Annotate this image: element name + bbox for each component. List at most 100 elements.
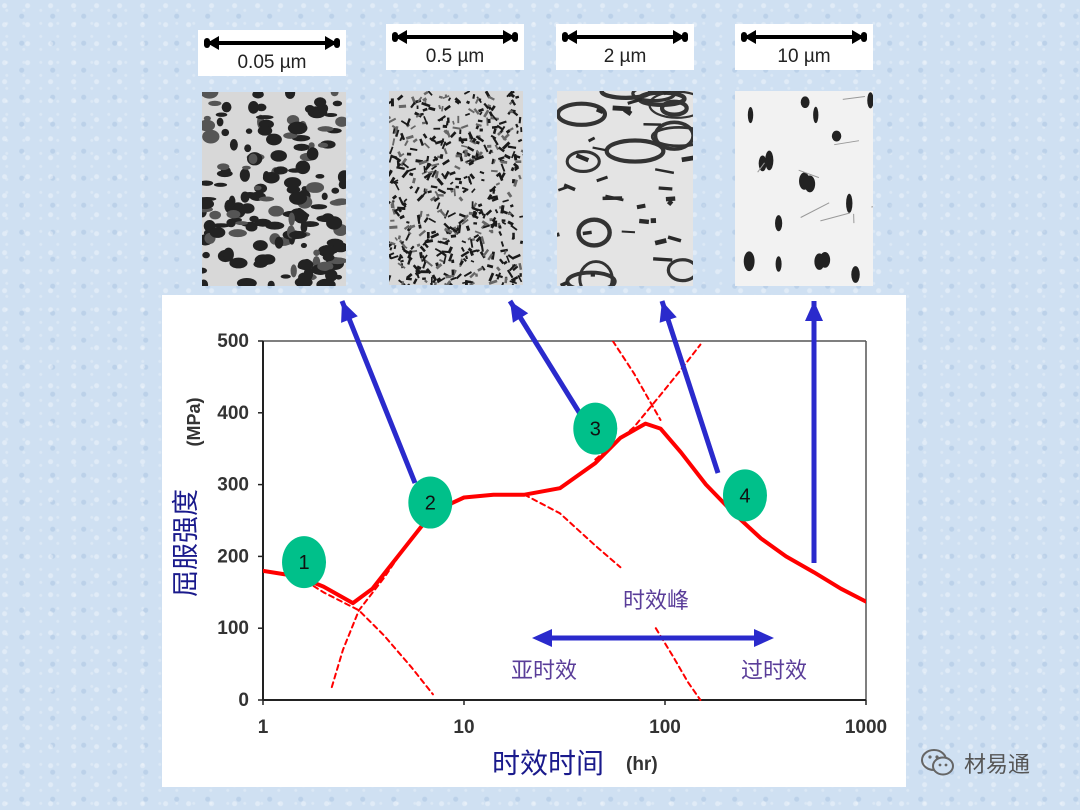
precipitate-needle xyxy=(407,257,412,265)
precipitate-needle xyxy=(389,200,391,205)
precipitate-needle xyxy=(513,179,518,187)
precipitate-blob xyxy=(300,221,320,227)
precipitate-blob xyxy=(248,153,258,165)
precipitate-needle xyxy=(416,243,421,247)
precipitate-blob xyxy=(202,92,219,99)
precipitate-needle xyxy=(406,272,413,280)
precipitate-needle xyxy=(506,269,514,279)
precipitate-needle xyxy=(474,230,482,235)
precipitate-needle xyxy=(491,197,499,202)
precipitate-needle xyxy=(445,280,452,285)
precipitate-needle xyxy=(391,179,399,184)
precipitate-blob xyxy=(249,215,259,223)
precipitate-needle xyxy=(427,91,433,96)
precipitate-needle xyxy=(437,115,447,122)
precipitate-needle xyxy=(495,266,501,272)
precipitate-needle xyxy=(408,224,416,230)
precipitate-needle xyxy=(468,108,475,114)
precipitate-particle xyxy=(765,150,774,171)
precipitate-needle xyxy=(476,249,480,253)
precipitate-needle xyxy=(443,222,451,231)
precipitate-needle xyxy=(495,182,501,186)
precipitate-needle xyxy=(431,169,437,178)
stage-arrow xyxy=(339,300,418,484)
precipitate-blob xyxy=(228,229,247,238)
precipitate-needle xyxy=(500,163,506,172)
watermark-text: 材易通 xyxy=(964,753,1031,778)
precipitate-blob xyxy=(314,97,327,107)
precipitate-needle xyxy=(409,185,414,190)
precipitate-needle xyxy=(510,93,516,99)
precipitate-needle xyxy=(397,262,406,269)
component-curve-dashed xyxy=(523,493,622,569)
precipitate-blob xyxy=(280,274,291,279)
precipitate-blob xyxy=(202,267,208,274)
precipitate-blob xyxy=(215,112,228,117)
precipitate-needle xyxy=(396,166,405,170)
x-axis-unit: (hr) xyxy=(626,754,658,775)
precipitate-needle xyxy=(494,144,499,151)
precipitate-needle xyxy=(518,174,522,180)
precipitate-blob xyxy=(221,128,230,137)
precipitate-blob xyxy=(317,142,329,148)
precipitate-blob xyxy=(245,128,253,134)
precipitate-blob xyxy=(326,216,343,230)
precipitate-needle xyxy=(487,95,495,101)
precipitate-plate xyxy=(662,91,672,96)
precipitate-needle xyxy=(408,231,412,235)
precipitate-needle xyxy=(460,246,465,252)
precipitate-needle xyxy=(470,260,475,263)
precipitate-needle xyxy=(490,134,497,140)
precipitate-needle xyxy=(412,177,416,184)
scale-bar-box: 0.5 µm xyxy=(386,24,524,70)
precipitate-needle xyxy=(460,250,470,258)
yield-strength-curve xyxy=(263,421,866,606)
precipitate-blob xyxy=(268,205,284,217)
precipitate-needle xyxy=(434,170,439,179)
precipitate-blob xyxy=(324,112,338,117)
precipitate-needle xyxy=(458,219,465,225)
precipitate-blob xyxy=(229,257,248,269)
stage-badge xyxy=(722,469,767,522)
precipitate-needle xyxy=(483,109,490,118)
precipitate-blob xyxy=(322,253,335,262)
stage-badge xyxy=(408,476,453,529)
precipitate-needle xyxy=(389,116,391,120)
precipitate-blob xyxy=(300,242,307,248)
precipitate-plate xyxy=(654,168,675,175)
precipitate-needle xyxy=(477,266,484,272)
precipitate-needle xyxy=(500,248,508,253)
x-axis-label: 时效时间 xyxy=(492,748,604,779)
precipitate-blob xyxy=(202,198,215,210)
aging-range-arrowhead-right xyxy=(754,629,774,647)
precipitate-plate xyxy=(667,235,682,243)
precipitate-needle xyxy=(509,204,514,208)
precipitate-needle xyxy=(497,146,505,153)
precipitate-needle xyxy=(448,226,458,233)
precipitate-needle xyxy=(401,169,410,179)
precipitate-blob xyxy=(254,254,272,266)
precipitate-needle xyxy=(464,255,469,260)
scale-label: 0.5 µm xyxy=(425,46,485,67)
precipitate-needle xyxy=(427,170,434,174)
precipitate-blob xyxy=(202,196,217,202)
precipitate-needle xyxy=(458,136,465,144)
precipitate-needle xyxy=(488,279,498,285)
precipitate-needle xyxy=(444,94,448,98)
precipitate-needle xyxy=(414,111,423,118)
precipitate-blob xyxy=(240,203,255,214)
precipitate-needle xyxy=(406,220,410,224)
precipitate-needle xyxy=(436,177,444,186)
precipitate-needle xyxy=(483,144,489,153)
precipitate-needle xyxy=(474,97,480,104)
watermark: 材易通 xyxy=(920,745,1070,781)
precipitate-blob xyxy=(322,244,332,255)
precipitate-particle xyxy=(743,251,755,272)
precipitate-plate xyxy=(621,230,636,234)
precipitate-needle xyxy=(457,224,462,234)
precipitate-needle xyxy=(407,250,413,258)
precipitate-needle xyxy=(464,112,471,117)
precipitate-needle xyxy=(510,166,515,172)
precipitate-needle xyxy=(491,158,495,165)
precipitate-needle xyxy=(412,264,421,273)
